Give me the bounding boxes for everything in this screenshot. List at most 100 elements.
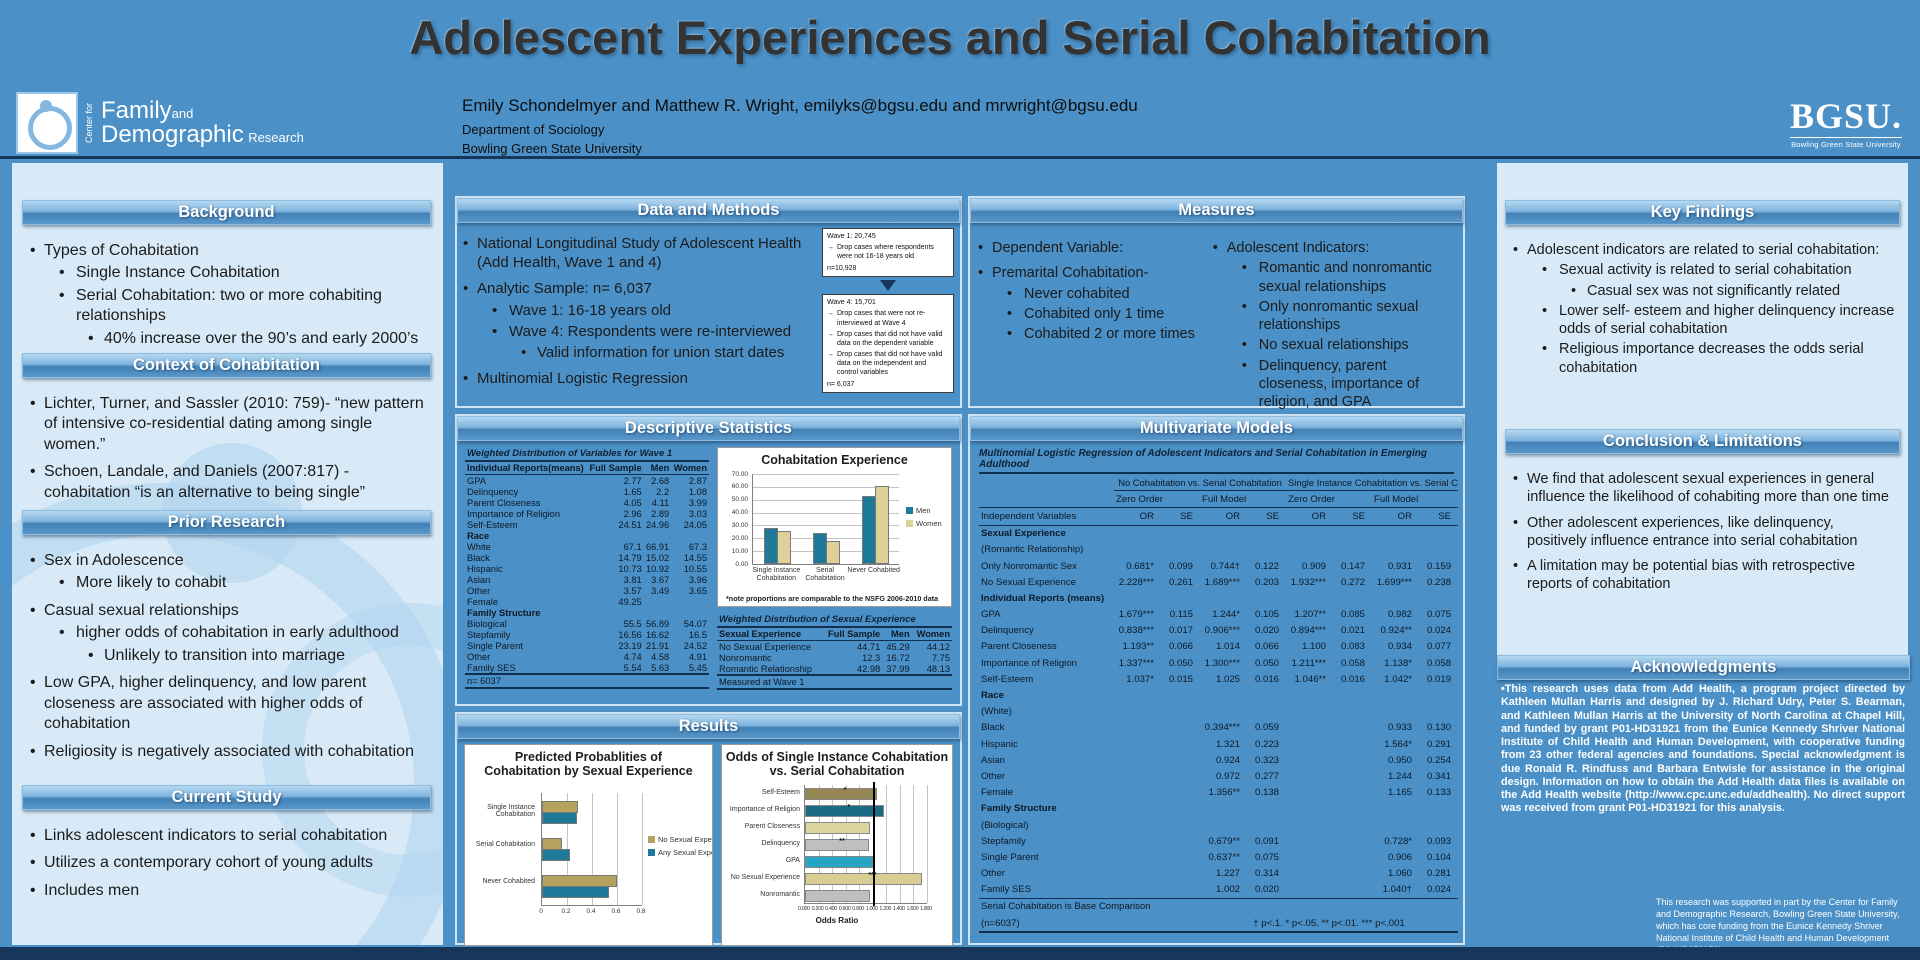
bar bbox=[804, 805, 885, 818]
flow-item: Drop cases where respondents were not 16… bbox=[827, 243, 949, 261]
conclusion-list: We find that adolescent sexual experienc… bbox=[1505, 454, 1900, 594]
page-title: Adolescent Experiences and Serial Cohabi… bbox=[409, 11, 1491, 64]
table-row: Sexual Experience bbox=[981, 528, 1066, 540]
table-column-header: Independent Variables OR SE OR SE OR SE OR SE bbox=[979, 507, 1459, 526]
x-tick-label: 1.600 bbox=[906, 906, 919, 912]
author-line: Emily Schondelmyer and Matthew R. Wright… bbox=[462, 96, 1138, 115]
bullet-item: Dependent Variable: bbox=[974, 239, 1201, 258]
table-row: Single Parent 0.637** 0.075 0.906 0.104 bbox=[981, 851, 1452, 863]
bullet-item: Sexual activity is related to serial coh… bbox=[1509, 261, 1896, 280]
bar bbox=[804, 788, 878, 801]
table-row: Importance of Religion 1.337*** 0.050 1.300… bbox=[981, 657, 1452, 669]
legend-swatch bbox=[906, 520, 913, 527]
bullet-item: Only nonromantic sexual relationships bbox=[1209, 298, 1459, 335]
authors-block: Emily Schondelmyer and Matthew R. Wright… bbox=[462, 96, 1138, 159]
bullet-item: Utilizes a contemporary cohort of young … bbox=[26, 853, 427, 874]
bullet-item: Serial Cohabitation: two or more cohabit… bbox=[26, 286, 427, 327]
table-row: White 67.1 66.91 67.3 bbox=[467, 541, 707, 552]
gridline bbox=[617, 793, 618, 905]
significance-annotation: *** bbox=[868, 872, 876, 879]
table-row: Family SES 1.002 0.020 1.040† 0.024 bbox=[981, 884, 1452, 896]
y-category-label: Nonromantic bbox=[760, 890, 800, 898]
table-row: Single Parent 23.19 21.91 24.52 bbox=[467, 640, 707, 651]
bar bbox=[813, 533, 827, 564]
bullet-item: Casual sex was not significantly related bbox=[1509, 282, 1896, 301]
y-tick-label: 40.00 bbox=[731, 509, 748, 517]
bullet-item: Unlikely to transition into marriage bbox=[26, 646, 427, 667]
bar bbox=[874, 485, 889, 564]
bullet-item: Never cohabited bbox=[974, 285, 1201, 304]
table-row: Individual Reports (means) bbox=[981, 592, 1105, 604]
x-axis-label: Odds Ratio bbox=[815, 916, 859, 925]
gridline bbox=[753, 474, 899, 475]
legend-label: Women bbox=[916, 519, 942, 528]
y-category-label: Delinquency bbox=[761, 840, 800, 847]
bullet-item: Cohabited only 1 time bbox=[974, 305, 1201, 324]
table-row: Parent Closeness 4.05 4.11 3.99 bbox=[467, 497, 707, 508]
flow-item: Drop cases that did not have valid data … bbox=[827, 350, 949, 377]
legend-swatch bbox=[906, 507, 913, 514]
bgsu-logo: BGSU. Bowling Green State University bbox=[1789, 98, 1902, 149]
y-category-label: Single Instance Cohabitation bbox=[487, 803, 535, 819]
table-row: Female 49.25 bbox=[467, 596, 642, 607]
predicted-probabilities-chart: Predicted Probablities of Cohabitation b… bbox=[464, 744, 713, 946]
table-row: GPA 2.77 2.68 2.87 bbox=[467, 475, 707, 486]
table-row: Delinquency 1.65 2.2 1.08 bbox=[467, 486, 707, 497]
cfdr-and: and bbox=[171, 105, 194, 121]
department: Department of Sociology bbox=[462, 122, 605, 137]
table-row: Race bbox=[467, 530, 490, 541]
y-tick-label: 70.00 bbox=[731, 470, 748, 478]
bullet-item: Schoen, Landale, and Daniels (2007:817) … bbox=[26, 462, 427, 503]
section-header-key-findings: Key Findings bbox=[1505, 200, 1900, 225]
bgsu-subtext: Bowling Green State University bbox=[1789, 137, 1902, 149]
table-row: No Sexual Experience 44.71 45.29 44.12 bbox=[719, 641, 950, 652]
section-header-acknowledgments: Acknowledgments bbox=[1497, 655, 1910, 680]
table-footer: Serial Cohabitation is Base Comparison bbox=[979, 897, 1459, 916]
bullet-item: Religiosity is negatively associated wit… bbox=[26, 742, 427, 763]
bullet-item: Low GPA, higher delinquency, and low par… bbox=[26, 673, 427, 734]
table-row: Family Structure bbox=[467, 607, 541, 618]
table-row: Race bbox=[981, 690, 1004, 702]
bar bbox=[542, 886, 609, 899]
bullet-item: Adolescent indicators are related to ser… bbox=[1509, 241, 1896, 260]
table-row: Only Nonromantic Sex 0.681* 0.099 0.744† 0.1… bbox=[981, 560, 1452, 572]
significance-annotation: ** bbox=[839, 838, 845, 845]
table-footer: Measured at Wave 1 bbox=[717, 674, 952, 690]
bullet-item: Types of Cohabitation bbox=[26, 241, 427, 262]
flow-wave4-n: Wave 4: 15,701 bbox=[827, 299, 876, 307]
legend-swatch bbox=[648, 849, 655, 856]
table-row: Other 0.972 0.277 1.244 0.341 bbox=[981, 770, 1452, 782]
table-row: (Biological) bbox=[981, 819, 1029, 831]
table-row: Other 3.57 3.49 3.65 bbox=[467, 585, 707, 596]
table-row: GPA 1.679*** 0.115 1.244* 0.105 1.207** 0.085 0… bbox=[981, 609, 1452, 621]
table-row: Other 4.74 4.58 4.91 bbox=[467, 651, 707, 662]
section-header-multivariate-models: Multivariate Models bbox=[970, 416, 1463, 441]
bullet-item: Other adolescent experiences, like delin… bbox=[1509, 514, 1896, 551]
section-multivariate-models: Multivariate Models Multinomial Logistic… bbox=[968, 414, 1465, 945]
data-methods-list: National Longitudinal Study of Adolescen… bbox=[457, 223, 822, 393]
y-tick-label: 0.00 bbox=[735, 560, 748, 568]
bullet-item: National Longitudinal Study of Adolescen… bbox=[459, 234, 822, 272]
multinomial-regression-table: Multinomial Logistic Regression of Adole… bbox=[970, 447, 1463, 934]
bar bbox=[826, 540, 840, 564]
table-row: (White) bbox=[981, 706, 1012, 718]
y-tick-label: 60.00 bbox=[731, 483, 748, 491]
legend-item: Men bbox=[906, 506, 942, 515]
section-key-findings: Key Findings Adolescent indicators are r… bbox=[1505, 200, 1900, 379]
table-row: Black 14.79 15.02 14.55 bbox=[467, 552, 707, 563]
context-list: Lichter, Turner, and Sassler (2010: 759)… bbox=[22, 378, 431, 503]
gridline bbox=[753, 486, 899, 488]
acknowledgments-text: •This research uses data from Add Health… bbox=[1501, 683, 1905, 815]
section-conclusion: Conclusion & Limitations We find that ad… bbox=[1505, 429, 1900, 596]
x-tick-label: 1.800 bbox=[920, 906, 932, 912]
y-tick-label: 30.00 bbox=[731, 521, 748, 529]
cfdr-center-for: Center for bbox=[84, 102, 94, 144]
legend-label: No Sexual Experience bbox=[658, 835, 713, 844]
cfdr-family: Family bbox=[101, 96, 172, 124]
section-header-prior-research: Prior Research bbox=[22, 510, 431, 535]
flow-wave1-n: Wave 1: 20,745 bbox=[827, 233, 876, 240]
header-divider bbox=[0, 156, 1920, 159]
legend-label: Men bbox=[916, 506, 931, 515]
gridline bbox=[899, 785, 901, 903]
